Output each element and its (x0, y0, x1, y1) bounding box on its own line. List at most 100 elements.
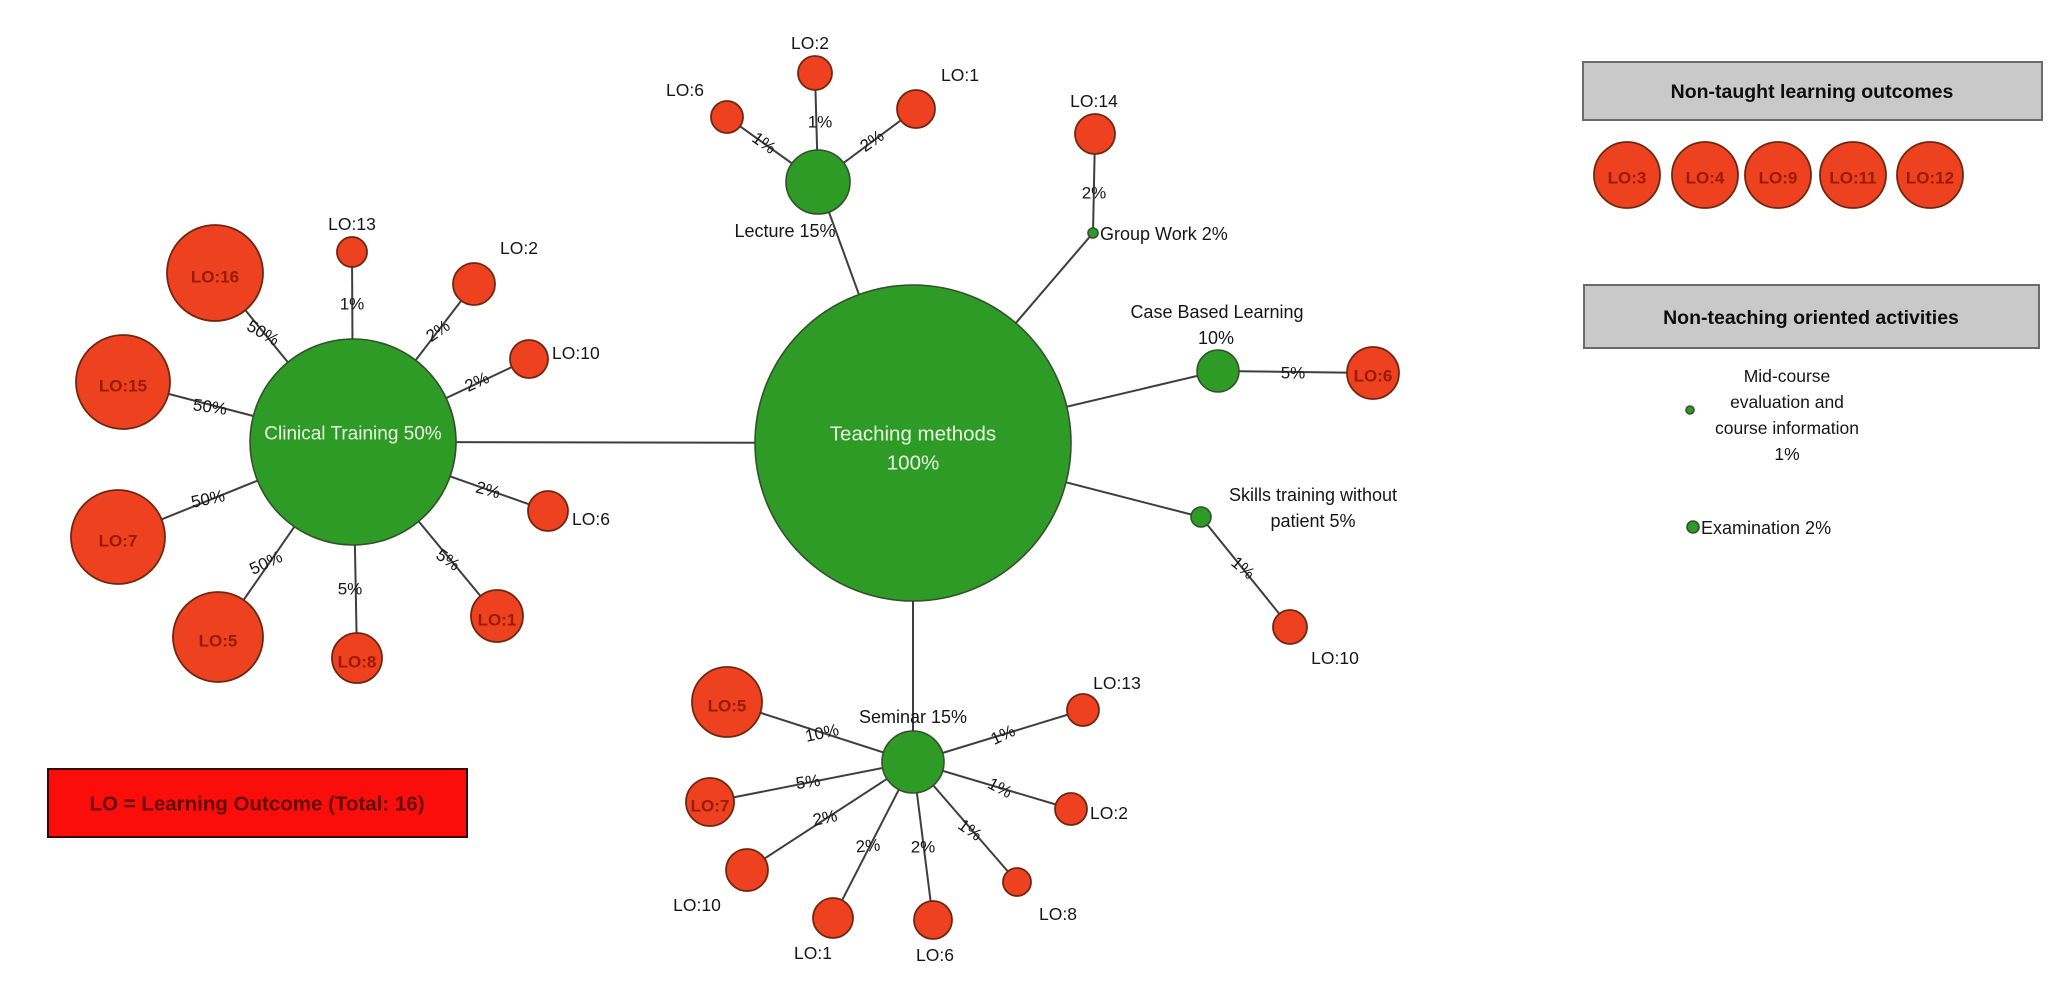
clinical-lo6-label: LO:6 (572, 509, 610, 529)
node-seminar-lo6 (913, 900, 953, 940)
clinical-lo15-pct: 50% (192, 395, 228, 419)
node-seminar-lo2 (1054, 792, 1088, 826)
mid-course-line4: 1% (1774, 444, 1799, 464)
seminar-lo1-label: LO:1 (794, 943, 832, 963)
node-clinical-lo6 (527, 490, 569, 532)
node-seminar (881, 730, 945, 794)
clinical-lo2-pct: 2% (422, 316, 453, 346)
seminar-lo10-pct: 2% (811, 806, 839, 830)
node-seminar-lo1 (812, 897, 854, 939)
outcome-nodes (70, 55, 1964, 940)
clinical-training-label: Clinical Training 50% (264, 424, 442, 445)
node-skills-lo10 (1272, 609, 1308, 645)
lecture-lo2-label: LO:2 (791, 33, 829, 53)
lecture-label: Lecture 15% (734, 221, 835, 241)
seminar-lo5-pct: 10% (803, 720, 840, 746)
node-clinical-lo13 (336, 236, 368, 268)
lecture-lo6-label: LO:6 (666, 80, 704, 100)
node-clinical-lo10 (509, 339, 549, 379)
node-nontaught-lo11 (1819, 141, 1887, 209)
clinical-lo8-label: LO:8 (338, 653, 377, 672)
nontaught-lo3-label: LO:3 (1608, 169, 1647, 188)
clinical-lo16-pct: 50% (244, 316, 283, 349)
mid-course-line3: course information (1715, 418, 1859, 438)
clinical-lo7-pct: 50% (189, 486, 226, 512)
mid-course-line2: evaluation and (1730, 392, 1844, 412)
seminar-lo7-label: LO:7 (691, 797, 730, 816)
casebased-lo6-label: LO:6 (1354, 367, 1393, 386)
edge-skills-lo10 (1200, 516, 1291, 628)
node-teaching-methods (754, 284, 1072, 602)
non-taught-header-box (1582, 61, 2043, 121)
seminar-lo8-label: LO:8 (1039, 904, 1077, 924)
lecture-lo6-pct: 1% (748, 128, 779, 158)
case-based-label-line1: Case Based Learning (1130, 302, 1303, 322)
teaching-methods-label: Teaching methods (830, 423, 996, 446)
clinical-lo10-label: LO:10 (552, 343, 600, 363)
seminar-lo13-pct: 1% (988, 721, 1018, 749)
edge-seminar-lo7 (709, 761, 914, 803)
node-lecture-lo2 (797, 55, 833, 91)
clinical-lo13-label: LO:13 (328, 214, 376, 234)
skills-label-line2: patient 5% (1270, 511, 1355, 531)
examination-label: Examination 2% (1701, 518, 1831, 538)
group-work-label: Group Work 2% (1100, 224, 1228, 244)
node-clinical-lo15 (75, 334, 171, 430)
node-lecture-lo1 (896, 89, 936, 129)
mid-course-line1: Mid-course (1744, 366, 1831, 386)
seminar-lo13-label: LO:13 (1093, 673, 1141, 693)
clinical-lo16-label: LO:16 (191, 268, 239, 287)
node-case-based-learning (1196, 349, 1240, 393)
non-taught-title: Non-taught learning outcomes (1671, 81, 1954, 103)
node-nontaught-lo9 (1744, 141, 1812, 209)
clinical-lo5-pct: 50% (247, 547, 286, 579)
node-clinical-lo8 (331, 632, 383, 684)
clinical-lo1-label: LO:1 (478, 611, 517, 630)
legend-text: LO = Learning Outcome (Total: 16) (89, 793, 424, 816)
clinical-lo5-label: LO:5 (199, 632, 238, 651)
node-groupwork-lo14 (1074, 113, 1116, 155)
skills-label-line1: Skills training without (1229, 485, 1397, 505)
edge-seminar-lo10 (746, 761, 914, 871)
mid-course-dot (1685, 405, 1695, 415)
node-lecture (785, 149, 851, 215)
node-clinical-lo7 (70, 489, 166, 585)
non-teaching-header-box (1583, 284, 2040, 349)
teaching-methods-percent: 100% (887, 452, 939, 475)
skills-lo10-label: LO:10 (1311, 648, 1359, 668)
lecture-lo1-pct: 2% (856, 126, 887, 156)
nontaught-lo11-label: LO:11 (1829, 169, 1876, 188)
seminar-lo1-pct: 2% (855, 835, 881, 856)
lecture-lo1-label: LO:1 (941, 65, 979, 85)
node-casebased-lo6 (1346, 346, 1400, 400)
groupwork-lo14-label: LO:14 (1070, 91, 1118, 111)
node-skills-training (1190, 506, 1212, 528)
clinical-lo2-label: LO:2 (500, 238, 538, 258)
node-nontaught-lo4 (1671, 141, 1739, 209)
legend-box (47, 768, 468, 838)
node-lecture-lo6 (710, 100, 744, 134)
seminar-lo2-label: LO:2 (1090, 803, 1128, 823)
node-clinical-lo16 (166, 224, 264, 322)
casebased-lo6-pct: 5% (1281, 364, 1306, 383)
node-clinical-training (249, 338, 457, 546)
node-clinical-lo2 (452, 262, 496, 306)
seminar-lo7-pct: 5% (795, 771, 822, 793)
examination-dot (1686, 520, 1700, 534)
node-seminar-lo13 (1066, 693, 1100, 727)
clinical-lo15-label: LO:15 (99, 377, 147, 396)
seminar-lo6-label: LO:6 (916, 945, 954, 965)
node-clinical-lo5 (172, 591, 264, 683)
clinical-lo8-pct: 5% (338, 580, 363, 599)
seminar-label: Seminar 15% (859, 707, 967, 727)
skills-lo10-pct: 1% (1227, 553, 1258, 583)
non-teaching-title: Non-teaching oriented activities (1663, 307, 1959, 329)
node-clinical-lo1 (470, 589, 524, 643)
seminar-lo2-pct: 1% (985, 774, 1016, 802)
node-seminar-lo5 (691, 666, 763, 738)
node-nontaught-lo12 (1896, 141, 1964, 209)
method-nodes (249, 149, 1700, 794)
groupwork-lo14-pct: 2% (1082, 184, 1107, 203)
clinical-lo13-pct: 1% (340, 295, 365, 314)
